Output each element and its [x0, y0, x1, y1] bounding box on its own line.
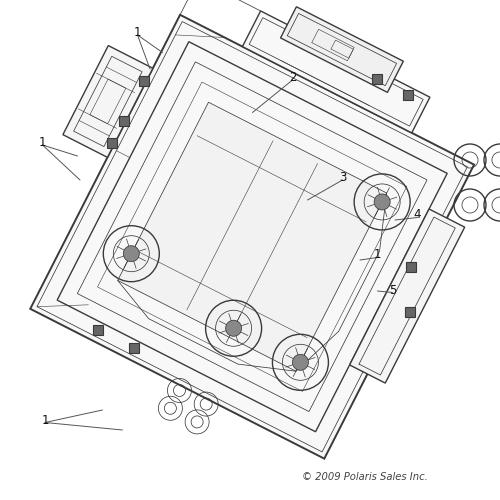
Text: 2: 2 — [289, 71, 296, 84]
FancyBboxPatch shape — [128, 343, 138, 353]
FancyBboxPatch shape — [372, 74, 382, 85]
FancyBboxPatch shape — [406, 306, 415, 316]
Text: 3: 3 — [339, 171, 346, 184]
Polygon shape — [242, 11, 430, 133]
Text: 5: 5 — [389, 284, 396, 296]
Circle shape — [374, 194, 390, 210]
Polygon shape — [63, 46, 153, 158]
FancyBboxPatch shape — [119, 116, 129, 126]
FancyBboxPatch shape — [139, 76, 149, 86]
FancyBboxPatch shape — [108, 138, 118, 148]
Text: 1: 1 — [39, 136, 46, 149]
Text: 4: 4 — [414, 208, 421, 222]
Text: 1: 1 — [134, 26, 141, 39]
Text: 1: 1 — [374, 248, 382, 262]
Polygon shape — [30, 15, 474, 458]
FancyBboxPatch shape — [93, 325, 103, 335]
Circle shape — [124, 246, 140, 262]
Text: 1: 1 — [41, 414, 49, 426]
Polygon shape — [118, 102, 386, 371]
FancyBboxPatch shape — [404, 90, 413, 100]
Circle shape — [226, 320, 242, 336]
FancyBboxPatch shape — [406, 262, 415, 272]
Text: © 2009 Polaris Sales Inc.: © 2009 Polaris Sales Inc. — [302, 472, 428, 482]
Polygon shape — [280, 6, 404, 92]
Polygon shape — [350, 209, 465, 383]
Circle shape — [292, 354, 308, 370]
